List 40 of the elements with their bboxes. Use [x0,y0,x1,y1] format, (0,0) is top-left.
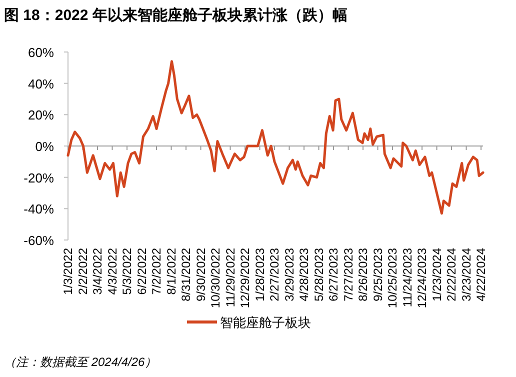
text: （注：数据截至 2024/4/26） [4,355,157,369]
x-tick-label: 3/4/2022 [90,248,104,295]
y-tick-label: -60% [24,233,54,248]
x-tick-label: 11/24/2023 [400,248,414,308]
x-tick-label: 11/29/2022 [223,248,238,308]
x-tick-label: 1/28/2023 [252,248,267,302]
x-tick-label: 5/3/2022 [120,248,134,295]
x-tick-label: 6/27/2023 [326,248,341,302]
x-tick-label: 6/2/2022 [134,248,149,295]
x-tick-label: 8/1/2022 [164,248,178,295]
x-tick-label: 1/3/2022 [61,248,75,295]
x-tick-label: 10/30/2022 [208,248,223,308]
y-tick-label: -40% [24,202,54,217]
x-tick-label: 9/25/2023 [370,248,385,302]
x-tick-label: 7/2/2022 [150,248,164,295]
chart-title: 图 18：2022 年以来智能座舱子板块累计涨（跌）幅 [4,6,348,24]
x-tick-label: 2/27/2023 [268,248,282,302]
y-tick-label: -20% [24,170,54,186]
x-tick-label: 3/29/2023 [282,248,296,302]
y-tick-label: 20% [28,108,54,123]
x-tick-label: 4/28/2023 [297,248,312,302]
y-tick-label: 40% [28,76,54,92]
x-tick-label: 12/29/2022 [238,248,252,308]
x-tick-label: 12/24/2023 [415,248,430,308]
x-tick-label: 8/31/2022 [179,248,194,302]
x-tick-label: 4/22/2024 [474,248,488,302]
x-tick-label: 7/27/2023 [341,248,356,302]
x-tick-label: 5/28/2023 [312,248,326,302]
x-tick-label: 4/3/2022 [105,248,120,295]
y-tick-label: 0% [35,139,54,154]
x-tick-label: 2/22/2024 [444,248,459,302]
x-tick-label: 3/23/2024 [459,248,474,302]
y-tick-label: 60% [28,45,54,60]
legend-label: 智能座舱子板块 [220,315,311,330]
x-tick-label: 1/23/2024 [430,248,444,302]
x-tick-label: 8/26/2023 [356,248,370,302]
line-series [66,60,484,215]
x-tick-label: 10/25/2023 [386,248,400,308]
x-tick-label: 2/2/2022 [76,248,90,295]
x-tick-label: 9/30/2022 [194,248,208,302]
